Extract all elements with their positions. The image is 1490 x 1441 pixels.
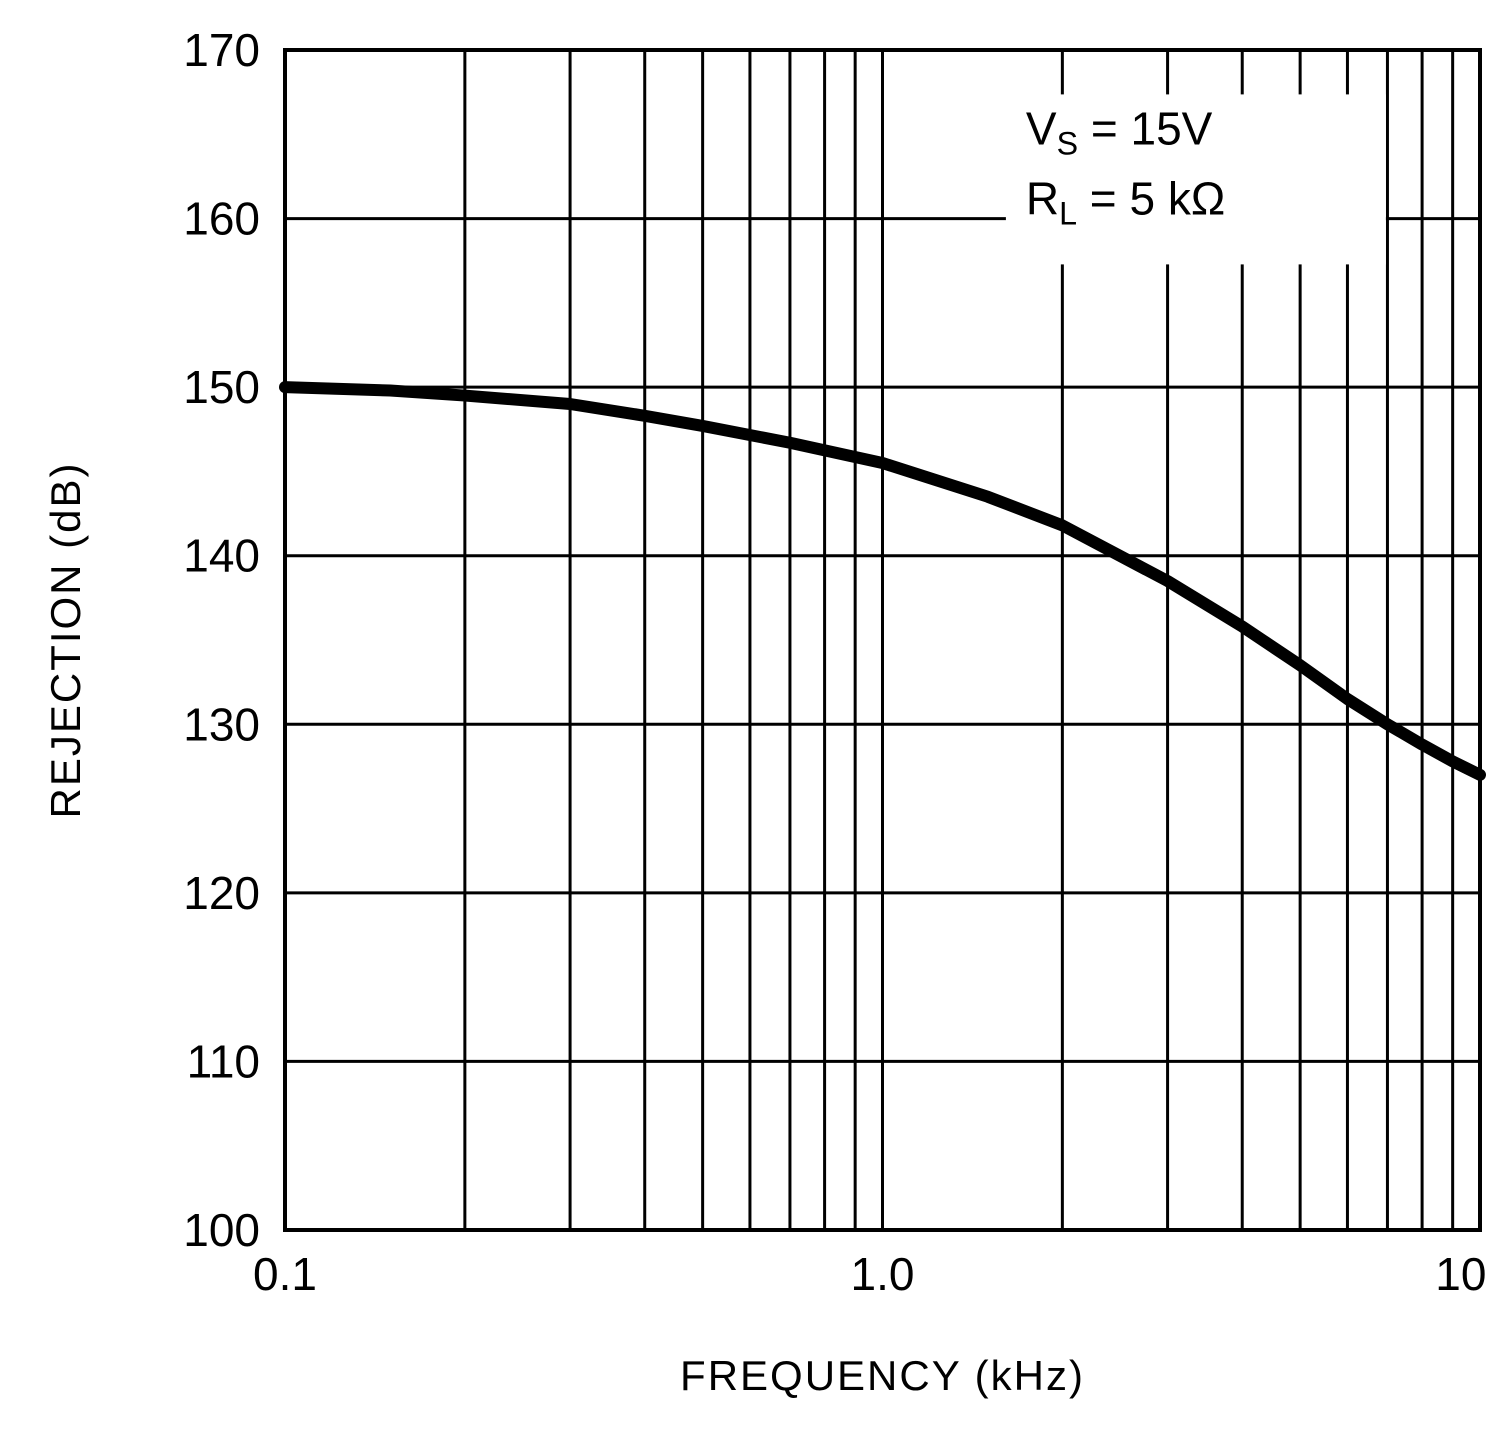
x-axis-label: FREQUENCY (kHz)	[680, 1352, 1085, 1399]
rejection-vs-frequency-chart: 100 110 120 130 140 150 160 170 0.1 1.0 10.0 REJECT…	[20, 20, 1490, 1421]
y-tick-label: 130	[183, 698, 260, 750]
y-tick-label: 160	[183, 193, 260, 245]
y-tick-label: 170	[183, 24, 260, 76]
y-tick-label: 100	[183, 1204, 260, 1256]
y-axis-label: REJECTION (dB)	[42, 461, 89, 818]
chart-svg: 100 110 120 130 140 150 160 170 0.1 1.0 10.0 REJECT…	[20, 20, 1490, 1421]
annotation-line1: VS = 15V	[1026, 102, 1213, 161]
x-tick-label: 1.0	[851, 1248, 915, 1300]
y-tick-label: 140	[183, 530, 260, 582]
annotation-line2: RL = 5 kΩ	[1026, 172, 1225, 231]
x-tick-label: 10.0	[1435, 1248, 1490, 1300]
y-tick-label: 120	[183, 867, 260, 919]
x-tick-label: 0.1	[253, 1248, 317, 1300]
y-tick-label: 110	[187, 1035, 260, 1087]
y-tick-label: 150	[183, 361, 260, 413]
